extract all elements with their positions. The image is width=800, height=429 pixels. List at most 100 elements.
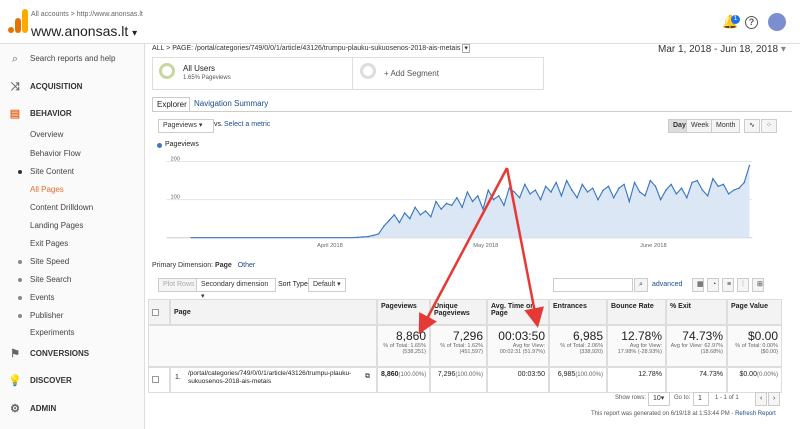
metric-select[interactable]: Pageviews ▾ xyxy=(158,119,214,133)
sidebar-item-acquisition[interactable]: ⤨ ACQUISITION xyxy=(0,78,145,96)
motion-chart-icon[interactable]: ⁘ xyxy=(761,119,777,133)
sidebar-item-behavior[interactable]: ▤ BEHAVIOR xyxy=(0,105,145,123)
data-point[interactable] xyxy=(466,191,469,193)
secondary-dimension-select[interactable]: Secondary dimension ▾ xyxy=(196,278,276,300)
data-point[interactable] xyxy=(508,187,510,189)
data-point[interactable] xyxy=(414,206,416,208)
data-point[interactable] xyxy=(550,191,552,193)
data-point[interactable] xyxy=(618,187,620,189)
data-point[interactable] xyxy=(633,181,636,184)
data-point[interactable] xyxy=(471,200,474,203)
tab-navigation-summary[interactable]: Navigation Summary xyxy=(194,99,269,108)
data-point[interactable] xyxy=(607,185,610,188)
data-point[interactable] xyxy=(377,233,380,235)
data-point[interactable] xyxy=(367,235,369,238)
data-point[interactable] xyxy=(602,189,604,191)
data-point[interactable] xyxy=(424,210,427,212)
data-point[interactable] xyxy=(356,236,359,239)
data-point[interactable] xyxy=(722,183,725,186)
search-icon[interactable]: ⌕ xyxy=(634,278,648,292)
data-point[interactable] xyxy=(712,177,714,180)
sidebar-item-landing-pages[interactable]: Landing Pages xyxy=(0,217,145,235)
data-point[interactable] xyxy=(591,187,594,189)
data-point[interactable] xyxy=(686,196,688,199)
pie-view-icon[interactable]: ◔ xyxy=(707,278,719,292)
pivot-view-icon[interactable]: ⊞ xyxy=(752,278,764,292)
data-point[interactable] xyxy=(680,187,683,189)
data-point[interactable] xyxy=(492,198,495,201)
data-point[interactable] xyxy=(727,193,730,195)
avatar[interactable] xyxy=(768,13,786,31)
data-point[interactable] xyxy=(691,181,693,184)
data-point[interactable] xyxy=(503,204,505,207)
row-checkbox[interactable] xyxy=(152,376,159,383)
data-point[interactable] xyxy=(409,217,411,220)
data-point[interactable] xyxy=(419,214,422,216)
data-point[interactable] xyxy=(748,164,751,167)
sidebar-item-behavior-flow[interactable]: Behavior Flow xyxy=(0,145,145,163)
data-point[interactable] xyxy=(560,195,563,197)
select-all-checkbox[interactable] xyxy=(152,309,159,316)
header-page-value[interactable]: Page Value xyxy=(727,299,782,325)
data-point[interactable] xyxy=(576,196,578,199)
header-exit[interactable]: % Exit xyxy=(666,299,727,325)
data-point[interactable] xyxy=(445,202,448,205)
row-page-link[interactable]: /portal/categories/749/0/0/1/article/431… xyxy=(188,370,352,385)
data-point[interactable] xyxy=(701,189,704,191)
sidebar-item-experiments[interactable]: Experiments xyxy=(0,324,145,342)
data-point[interactable] xyxy=(529,193,531,195)
external-link-icon[interactable]: ⧉ xyxy=(365,373,370,380)
header-avg-time[interactable]: Avg. Time on Page xyxy=(487,299,549,325)
breadcrumb-all-link[interactable]: ALL xyxy=(152,45,165,52)
advanced-link[interactable]: advanced xyxy=(652,281,683,288)
data-point[interactable] xyxy=(555,181,557,184)
data-point[interactable] xyxy=(362,236,364,238)
data-point[interactable] xyxy=(544,185,547,188)
sidebar-item-site-search[interactable]: Site Search xyxy=(0,271,145,289)
sidebar-item-exit-pages[interactable]: Exit Pages xyxy=(0,235,145,253)
data-point[interactable] xyxy=(675,193,678,195)
prev-page-icon[interactable]: ‹ xyxy=(755,392,767,406)
data-point[interactable] xyxy=(649,179,651,182)
data-point[interactable] xyxy=(597,198,599,201)
header-page[interactable]: Page xyxy=(170,299,377,325)
data-point[interactable] xyxy=(539,198,542,201)
header-bounce-rate[interactable]: Bounce Rate xyxy=(607,299,666,325)
data-point[interactable] xyxy=(435,200,437,203)
data-point[interactable] xyxy=(456,196,458,199)
account-breadcrumb[interactable]: All accounts > http://www.anonsas.lt xyxy=(31,11,143,18)
sidebar-item-site-content[interactable]: Site Content xyxy=(0,163,145,181)
sidebar-item-site-speed[interactable]: Site Speed xyxy=(0,253,145,271)
table-search-input[interactable] xyxy=(553,278,633,292)
sort-type-select[interactable]: Default ▾ xyxy=(308,278,346,292)
header-entrances[interactable]: Entrances xyxy=(549,299,607,325)
tab-explorer[interactable]: Explorer xyxy=(152,97,190,111)
data-point[interactable] xyxy=(440,208,443,210)
refresh-report-link[interactable]: Refresh Report xyxy=(735,411,776,417)
segment-all-users[interactable]: All Users 1.65% Pageviews xyxy=(159,62,339,87)
sidebar-item-conversions[interactable]: ⚑ CONVERSIONS xyxy=(0,345,145,363)
data-point[interactable] xyxy=(482,208,484,210)
sidebar-item-publisher[interactable]: Publisher xyxy=(0,307,145,325)
add-segment-button[interactable]: + Add Segment xyxy=(360,62,540,87)
data-point[interactable] xyxy=(513,191,516,193)
next-page-icon[interactable]: › xyxy=(768,392,780,406)
week-button[interactable]: Week xyxy=(686,119,714,133)
plot-rows-button[interactable]: Plot Rows xyxy=(158,278,200,292)
data-point[interactable] xyxy=(623,183,625,186)
goto-input[interactable]: 1 xyxy=(693,392,709,406)
data-point[interactable] xyxy=(644,195,646,197)
data-point[interactable] xyxy=(388,219,390,222)
data-point[interactable] xyxy=(565,179,568,182)
data-point[interactable] xyxy=(450,204,453,207)
data-point[interactable] xyxy=(393,214,395,216)
property-selector[interactable]: www.anonsas.lt ▾ xyxy=(31,23,137,39)
data-point[interactable] xyxy=(497,195,500,197)
show-rows-select[interactable]: 10▾ xyxy=(648,392,670,406)
comparison-view-icon[interactable]: ⫶ xyxy=(737,278,749,292)
data-point[interactable] xyxy=(430,216,432,218)
data-point[interactable] xyxy=(628,200,631,203)
month-button[interactable]: Month xyxy=(711,119,741,133)
sidebar-item-overview[interactable]: Overview xyxy=(0,126,145,144)
data-point[interactable] xyxy=(487,189,490,191)
